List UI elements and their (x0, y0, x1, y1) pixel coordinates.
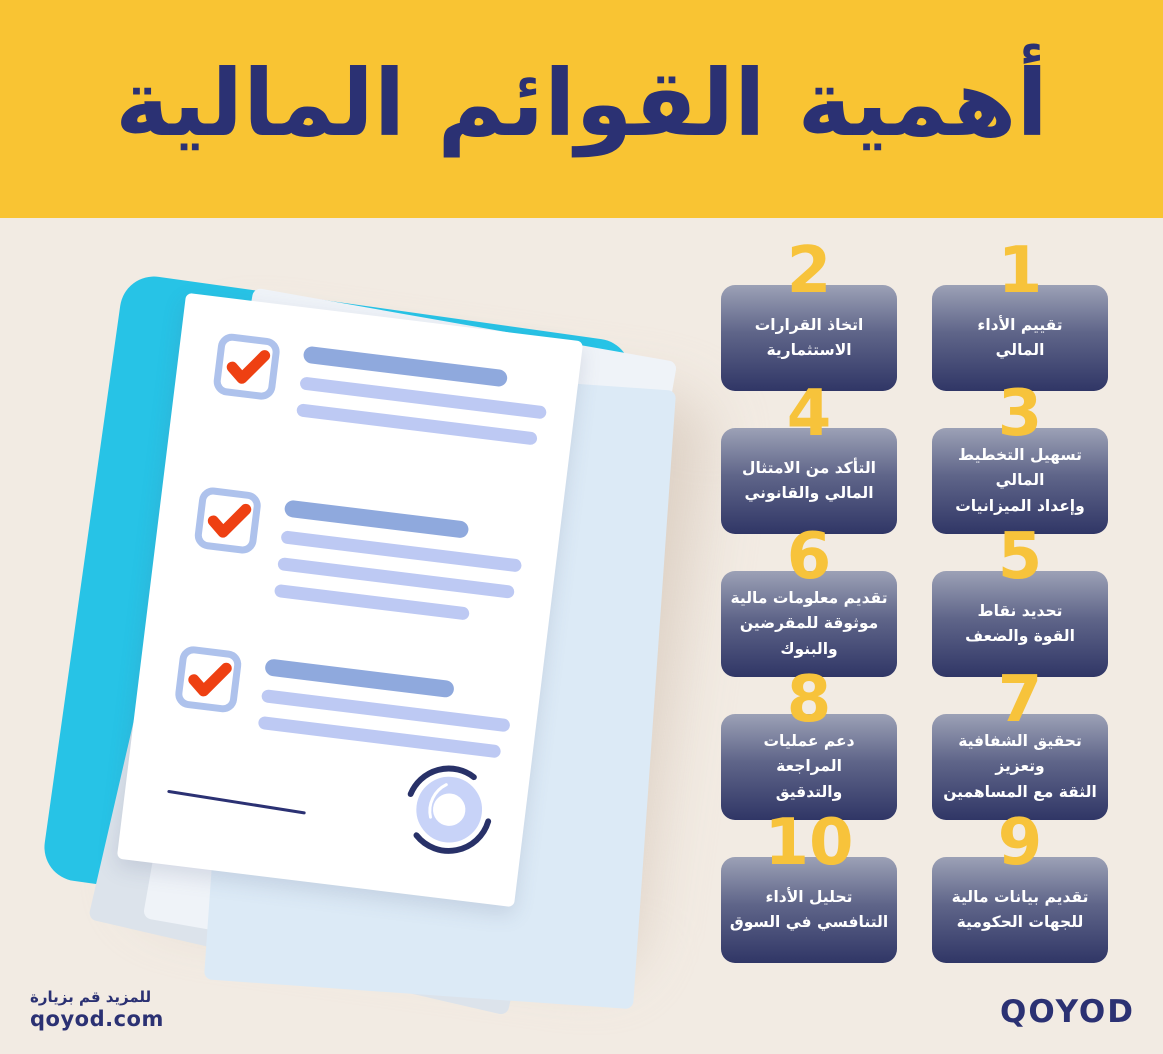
text-lines (273, 496, 527, 626)
checklist-item (188, 485, 527, 626)
visit-block: للمزيد قم بزيارة qoyod.com (30, 988, 164, 1031)
card-number: 9 (997, 806, 1043, 880)
checkmark-icon (226, 350, 271, 384)
checkmark-icon (207, 503, 252, 538)
card-number: 8 (786, 663, 832, 737)
card-number: 7 (997, 663, 1043, 737)
checklist-item (211, 332, 552, 446)
card-number: 5 (997, 520, 1043, 594)
checkbox (193, 485, 263, 556)
documents-illustration (40, 245, 713, 1016)
card-number: 1 (997, 234, 1043, 308)
card-number: 10 (764, 806, 854, 880)
benefit-card-7: 7 تحقيق الشفافية وتعزيز الثقة مع المساهم… (932, 668, 1108, 820)
benefit-card-6: 6 تقديم معلومات مالية موثوقة للمقرضين وا… (721, 525, 897, 677)
benefit-card-2: 2 اتخاذ القرارات الاستثمارية (721, 239, 897, 391)
checklist-document (116, 292, 584, 908)
card-text: تحديد نقاط القوة والضعف (965, 601, 1075, 645)
page-title: أهمية القوائم المالية (115, 50, 1048, 157)
checkbox (173, 644, 243, 714)
card-number: 3 (997, 377, 1043, 451)
card-text: اتخاذ القرارات الاستثمارية (754, 315, 864, 359)
card-number: 4 (786, 377, 832, 451)
website-url: qoyod.com (30, 1007, 164, 1031)
card-text: تقديم معلومات مالية موثوقة للمقرضين والب… (730, 589, 888, 658)
card-text: تحليل الأداء التنافسي في السوق (729, 887, 889, 931)
benefit-card-8: 8 دعم عمليات المراجعة والتدقيق (721, 668, 897, 820)
card-text: تقديم بيانات مالية للجهات الحكومية (951, 887, 1089, 931)
visit-label: للمزيد قم بزيارة (30, 988, 152, 1006)
card-number: 2 (786, 234, 832, 308)
benefit-card-4: 4 التأكد من الامتثال المالي والقانوني (721, 382, 897, 534)
qoyod-logo: QOYOD (999, 994, 1135, 1030)
checkmark-icon (188, 662, 232, 697)
card-number: 6 (786, 520, 832, 594)
benefit-card-5: 5 تحديد نقاط القوة والضعف (932, 525, 1108, 677)
card-text: دعم عمليات المراجعة والتدقيق (763, 732, 855, 801)
card-text: التأكد من الامتثال المالي والقانوني (742, 458, 876, 502)
card-text: تسهيل التخطيط المالي وإعداد الميزانيات (955, 446, 1085, 515)
benefits-grid: 1 تقييم الأداء المالي 2 اتخاذ القرارات ا… (721, 239, 1108, 963)
benefit-card-3: 3 تسهيل التخطيط المالي وإعداد الميزانيات (932, 382, 1108, 534)
stamp-icon (407, 765, 492, 854)
text-lines (257, 655, 515, 759)
benefit-card-10: 10 تحليل الأداء التنافسي في السوق (721, 811, 897, 963)
benefit-card-1: 1 تقييم الأداء المالي (932, 239, 1108, 391)
signature-line (167, 789, 306, 815)
text-lines (296, 343, 551, 447)
benefit-card-9: 9 تقديم بيانات مالية للجهات الحكومية (932, 811, 1108, 963)
card-text: تقييم الأداء المالي (977, 315, 1063, 359)
checklist-item (172, 644, 515, 759)
checkbox (212, 332, 282, 402)
header-banner: أهمية القوائم المالية (0, 0, 1163, 218)
card-text: تحقيق الشفافية وتعزيز الثقة مع المساهمين (943, 732, 1097, 801)
